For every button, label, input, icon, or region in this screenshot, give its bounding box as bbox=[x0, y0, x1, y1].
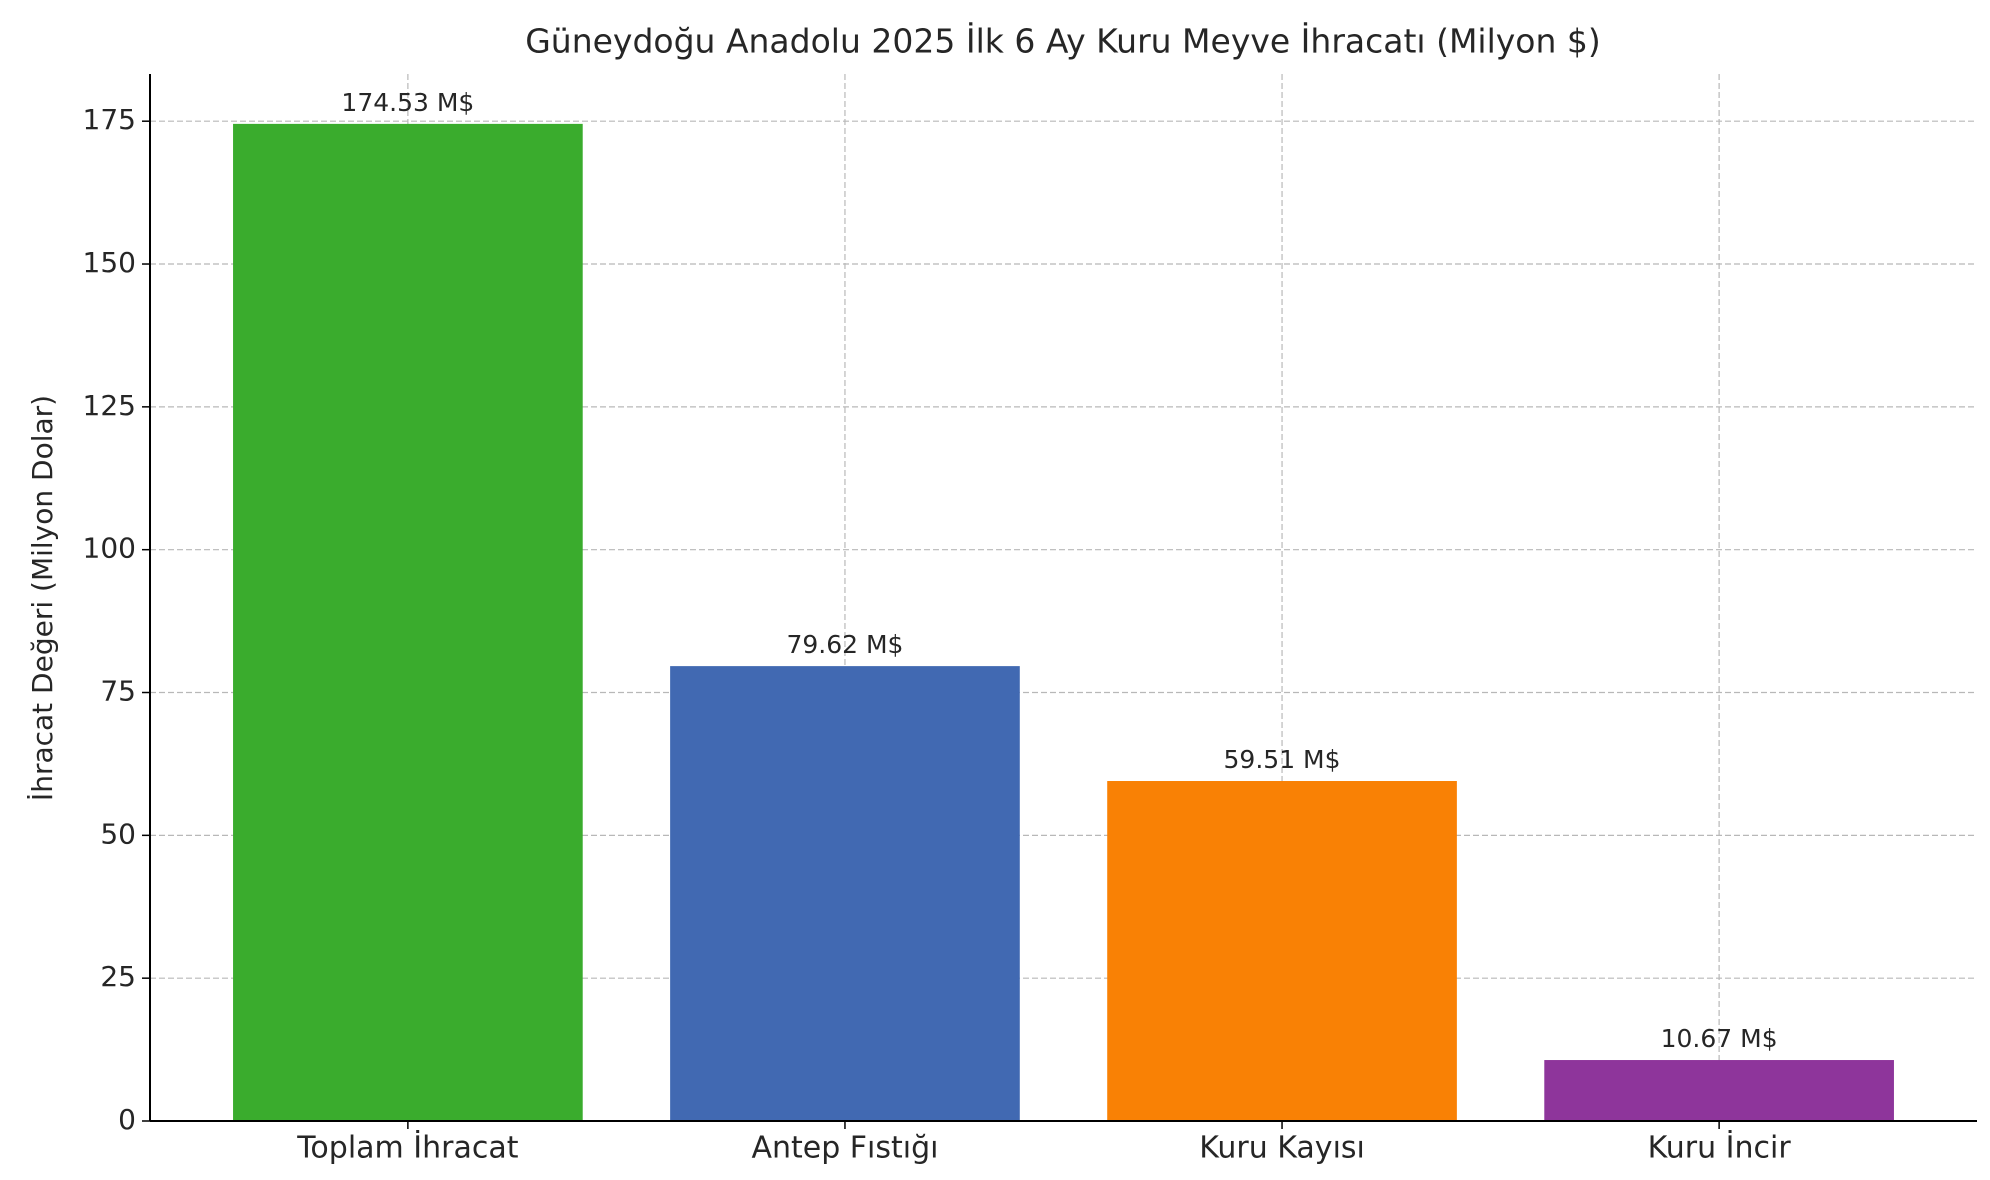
y-tick-label: 50 bbox=[100, 817, 136, 850]
bar bbox=[670, 666, 1020, 1121]
y-axis-label: İhracat Değeri (Milyon Dolar) bbox=[26, 395, 59, 801]
y-tick-label: 25 bbox=[100, 960, 136, 993]
x-tick-label: Antep Fıstığı bbox=[751, 1131, 938, 1166]
chart-title: Güneydoğu Anadolu 2025 İlk 6 Ay Kuru Mey… bbox=[525, 22, 1601, 61]
y-tick-label: 100 bbox=[83, 532, 136, 565]
x-tick-label: Kuru İncir bbox=[1648, 1130, 1792, 1166]
value-label: 10.67 M$ bbox=[1661, 1024, 1778, 1053]
x-tick-label: Toplam İhracat bbox=[296, 1130, 519, 1166]
value-label: 59.51 M$ bbox=[1224, 745, 1341, 774]
x-tick-label: Kuru Kayısı bbox=[1199, 1131, 1365, 1166]
bar bbox=[1107, 781, 1457, 1121]
y-tick-label: 75 bbox=[100, 675, 136, 708]
y-tick-label: 0 bbox=[118, 1103, 136, 1136]
value-label: 79.62 M$ bbox=[786, 630, 903, 659]
value-label: 174.53 M$ bbox=[341, 88, 474, 117]
bar bbox=[1544, 1060, 1894, 1121]
y-tick-label: 175 bbox=[83, 103, 136, 136]
y-tick-label: 125 bbox=[83, 389, 136, 422]
y-tick-label: 150 bbox=[83, 246, 136, 279]
bar bbox=[233, 123, 583, 1121]
